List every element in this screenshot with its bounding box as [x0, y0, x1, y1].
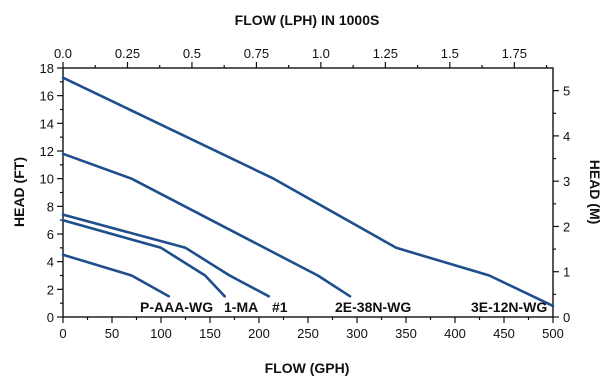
top-x-tick-label: 1.5 [441, 46, 459, 61]
right-y-tick-label: 4 [563, 129, 570, 144]
x-tick-label: 300 [346, 326, 368, 341]
y-tick-label: 0 [47, 310, 54, 325]
top-x-axis-title: FLOW (LPH) IN 1000S [235, 12, 380, 28]
x-tick-label: 100 [150, 326, 172, 341]
series-line-1 [61, 213, 271, 298]
series-layer [61, 76, 555, 308]
top-x-tick-label: 0.25 [115, 46, 140, 61]
y-tick-label: 12 [40, 144, 54, 159]
x-tick-label: 400 [444, 326, 466, 341]
bottom-x-axis-title: FLOW (GPH) [265, 360, 350, 376]
y-tick-label: 18 [40, 61, 54, 76]
x-tick-label: 500 [542, 326, 564, 341]
bottom-x-ticks: 0 50 100 150 200 250 300 350 400 450 500 [59, 317, 564, 341]
series-line-3e-12n-wg [61, 76, 555, 308]
series-line-2e-38n-wg [61, 152, 352, 298]
series-line-p-aaa-wg [61, 253, 171, 298]
right-y-axis-title: HEAD (M) [587, 160, 603, 225]
series-label-3e-12n-wg: 3E-12N-WG [471, 299, 547, 315]
x-tick-label: 150 [199, 326, 221, 341]
y-tick-label: 4 [47, 255, 54, 270]
series-label-1-ma: 1-MA [224, 299, 258, 315]
y-tick-label: 2 [47, 282, 54, 297]
left-y-ticks: 0 2 4 6 8 10 12 14 16 18 [40, 61, 63, 325]
x-tick-label: 200 [248, 326, 270, 341]
x-tick-label: 50 [105, 326, 119, 341]
series-label-1: #1 [272, 299, 288, 315]
series-label-2e-38n-wg: 2E-38N-WG [335, 299, 411, 315]
series-label-p-aaa-wg: P-AAA-WG [140, 299, 213, 315]
top-x-tick-label: 1.0 [312, 46, 330, 61]
x-tick-label: 350 [395, 326, 417, 341]
x-tick-label: 250 [297, 326, 319, 341]
x-tick-label: 0 [59, 326, 66, 341]
y-tick-label: 8 [47, 199, 54, 214]
top-x-ticks: 0.0 0.25 0.5 0.75 1.0 1.25 1.5 1.75 [54, 46, 548, 68]
curve-labels: P-AAA-WG 1-MA #1 2E-38N-WG 3E-12N-WG [140, 299, 547, 315]
series-line-1-ma [61, 218, 226, 298]
y-tick-label: 10 [40, 172, 54, 187]
right-y-tick-label: 0 [563, 310, 570, 325]
right-y-tick-label: 5 [563, 84, 570, 99]
x-tick-label: 450 [493, 326, 515, 341]
left-y-axis-title: HEAD (FT) [11, 157, 27, 227]
top-x-tick-label: 0.0 [54, 46, 72, 61]
right-y-tick-label: 2 [563, 219, 570, 234]
top-x-tick-label: 0.5 [183, 46, 201, 61]
right-y-ticks: 0 1 2 3 4 5 [553, 84, 570, 325]
right-y-tick-label: 3 [563, 174, 570, 189]
y-tick-label: 14 [40, 116, 54, 131]
top-x-tick-label: 1.75 [502, 46, 527, 61]
top-x-tick-label: 1.25 [373, 46, 398, 61]
y-tick-label: 16 [40, 89, 54, 104]
top-x-tick-label: 0.75 [244, 46, 269, 61]
right-y-tick-label: 1 [563, 265, 570, 280]
y-tick-label: 6 [47, 227, 54, 242]
